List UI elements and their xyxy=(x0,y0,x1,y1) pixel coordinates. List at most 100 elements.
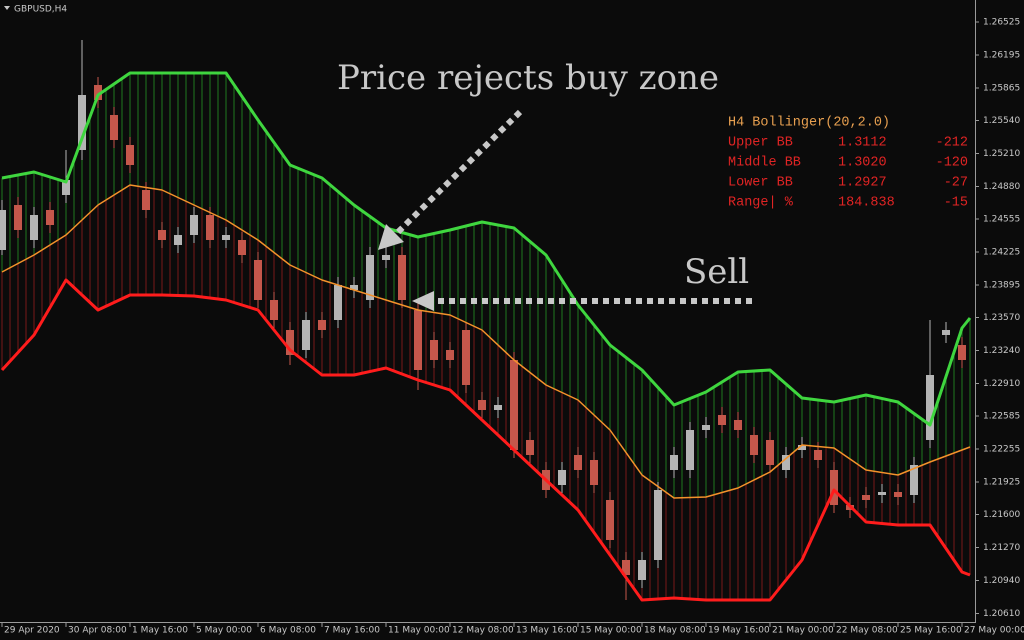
y-tick-label: 1.23570 xyxy=(983,313,1020,323)
y-tick-label: 1.22910 xyxy=(983,379,1020,389)
y-tick-label: 1.21600 xyxy=(983,510,1020,520)
band-line xyxy=(1,184,971,499)
arrow-head xyxy=(412,291,434,311)
panel-label: Lower BB xyxy=(728,176,793,191)
candle-body xyxy=(606,500,614,540)
y-tick-label: 1.23240 xyxy=(983,346,1020,356)
x-tick-label: 19 May 16:00 xyxy=(708,626,770,636)
candle-body xyxy=(254,260,262,300)
panel-value: 1.3020 xyxy=(838,156,887,171)
candle-body xyxy=(382,255,390,260)
candle-body xyxy=(478,400,486,410)
candle-body xyxy=(574,455,582,470)
candle-body xyxy=(670,455,678,470)
plot-area xyxy=(0,40,972,602)
candle-body xyxy=(446,350,454,360)
y-tick-label: 1.20610 xyxy=(983,609,1020,619)
candle-body xyxy=(110,115,118,140)
x-tick-label: 6 May 08:00 xyxy=(260,626,316,636)
candle-body xyxy=(814,450,822,460)
arrow-line xyxy=(393,109,523,237)
annotation: Price rejects buy zone xyxy=(337,58,719,98)
x-tick-label: 22 May 08:00 xyxy=(836,626,898,636)
candle-body xyxy=(190,215,198,235)
y-tick-label: 1.24555 xyxy=(983,215,1020,225)
x-tick-label: 25 May 16:00 xyxy=(900,626,962,636)
candle-body xyxy=(590,460,598,485)
candle-body xyxy=(718,415,726,425)
candle-body xyxy=(686,430,694,470)
x-tick-label: 29 Apr 2020 xyxy=(4,626,60,636)
candle-body xyxy=(126,145,134,165)
symbol-icon xyxy=(4,6,10,10)
candle-body xyxy=(958,345,966,360)
candle-body xyxy=(78,95,86,150)
panel-change: -212 xyxy=(936,136,968,151)
candle-body xyxy=(62,180,70,195)
candle-body xyxy=(782,455,790,470)
panel-label: Middle BB xyxy=(728,156,801,171)
candle-body xyxy=(398,255,406,300)
candle-body xyxy=(94,85,102,100)
y-tick-label: 1.21925 xyxy=(983,478,1020,488)
panel-title: H4 Bollinger(20,2.0) xyxy=(728,116,890,131)
x-tick-label: 13 May 16:00 xyxy=(516,626,578,636)
candle-body xyxy=(510,360,518,450)
candle-body xyxy=(878,492,886,495)
candle-body xyxy=(622,560,630,575)
candle-body xyxy=(46,210,54,225)
x-tick-label: 12 May 08:00 xyxy=(452,626,514,636)
y-tick-label: 1.20940 xyxy=(983,576,1020,586)
candle-body xyxy=(830,470,838,505)
panel-value: 184.838 xyxy=(838,196,895,211)
y-tick-label: 1.24880 xyxy=(983,182,1020,192)
candle-body xyxy=(702,425,710,430)
candle-body xyxy=(158,230,166,240)
y-tick-label: 1.25540 xyxy=(983,116,1020,126)
x-tick-label: 1 May 16:00 xyxy=(132,626,188,636)
candle-body xyxy=(238,240,246,255)
panel-value: 1.3112 xyxy=(838,136,887,151)
candle-body xyxy=(766,440,774,465)
candle-body xyxy=(638,560,646,580)
candle-body xyxy=(414,310,422,370)
panel-label: Upper BB xyxy=(728,136,793,151)
candle-body xyxy=(302,320,310,350)
x-tick-label: 27 May 00:00 xyxy=(964,626,1024,636)
candle-body xyxy=(654,490,662,560)
candle-body xyxy=(366,255,374,300)
y-tick-label: 1.26195 xyxy=(983,51,1020,61)
band-line xyxy=(0,278,971,602)
arrow-head xyxy=(378,224,404,250)
candle-body xyxy=(894,492,902,497)
candle-body xyxy=(462,330,470,385)
candle-body xyxy=(942,330,950,335)
y-tick-label: 1.22255 xyxy=(983,445,1020,455)
candle-body xyxy=(734,420,742,430)
candle-body xyxy=(926,375,934,440)
annotation: Sell xyxy=(684,252,749,292)
candle-body xyxy=(558,470,566,485)
x-tick-label: 5 May 00:00 xyxy=(196,626,252,636)
x-tick-label: 7 May 16:00 xyxy=(324,626,380,636)
candle-body xyxy=(862,495,870,500)
candle-body xyxy=(494,405,502,410)
y-tick-label: 1.26525 xyxy=(983,18,1020,28)
y-tick-label: 1.22585 xyxy=(983,412,1020,422)
y-tick-label: 1.23895 xyxy=(983,281,1020,291)
indicator-panel: H4 Bollinger(20,2.0) Upper BB 1.3112 -21… xyxy=(728,116,968,211)
candle-body xyxy=(206,215,214,240)
candle-body xyxy=(222,235,230,240)
band-line xyxy=(1,71,972,427)
panel-change: -120 xyxy=(936,156,968,171)
panel-change: -15 xyxy=(944,196,968,211)
panel-value: 1.2927 xyxy=(838,176,887,191)
panel-change: -27 xyxy=(944,176,968,191)
candle-body xyxy=(430,340,438,360)
candle-body xyxy=(910,465,918,495)
x-tick-label: 30 Apr 08:00 xyxy=(68,626,127,636)
panel-label: Range| % xyxy=(728,196,794,211)
candle-body xyxy=(798,445,806,450)
